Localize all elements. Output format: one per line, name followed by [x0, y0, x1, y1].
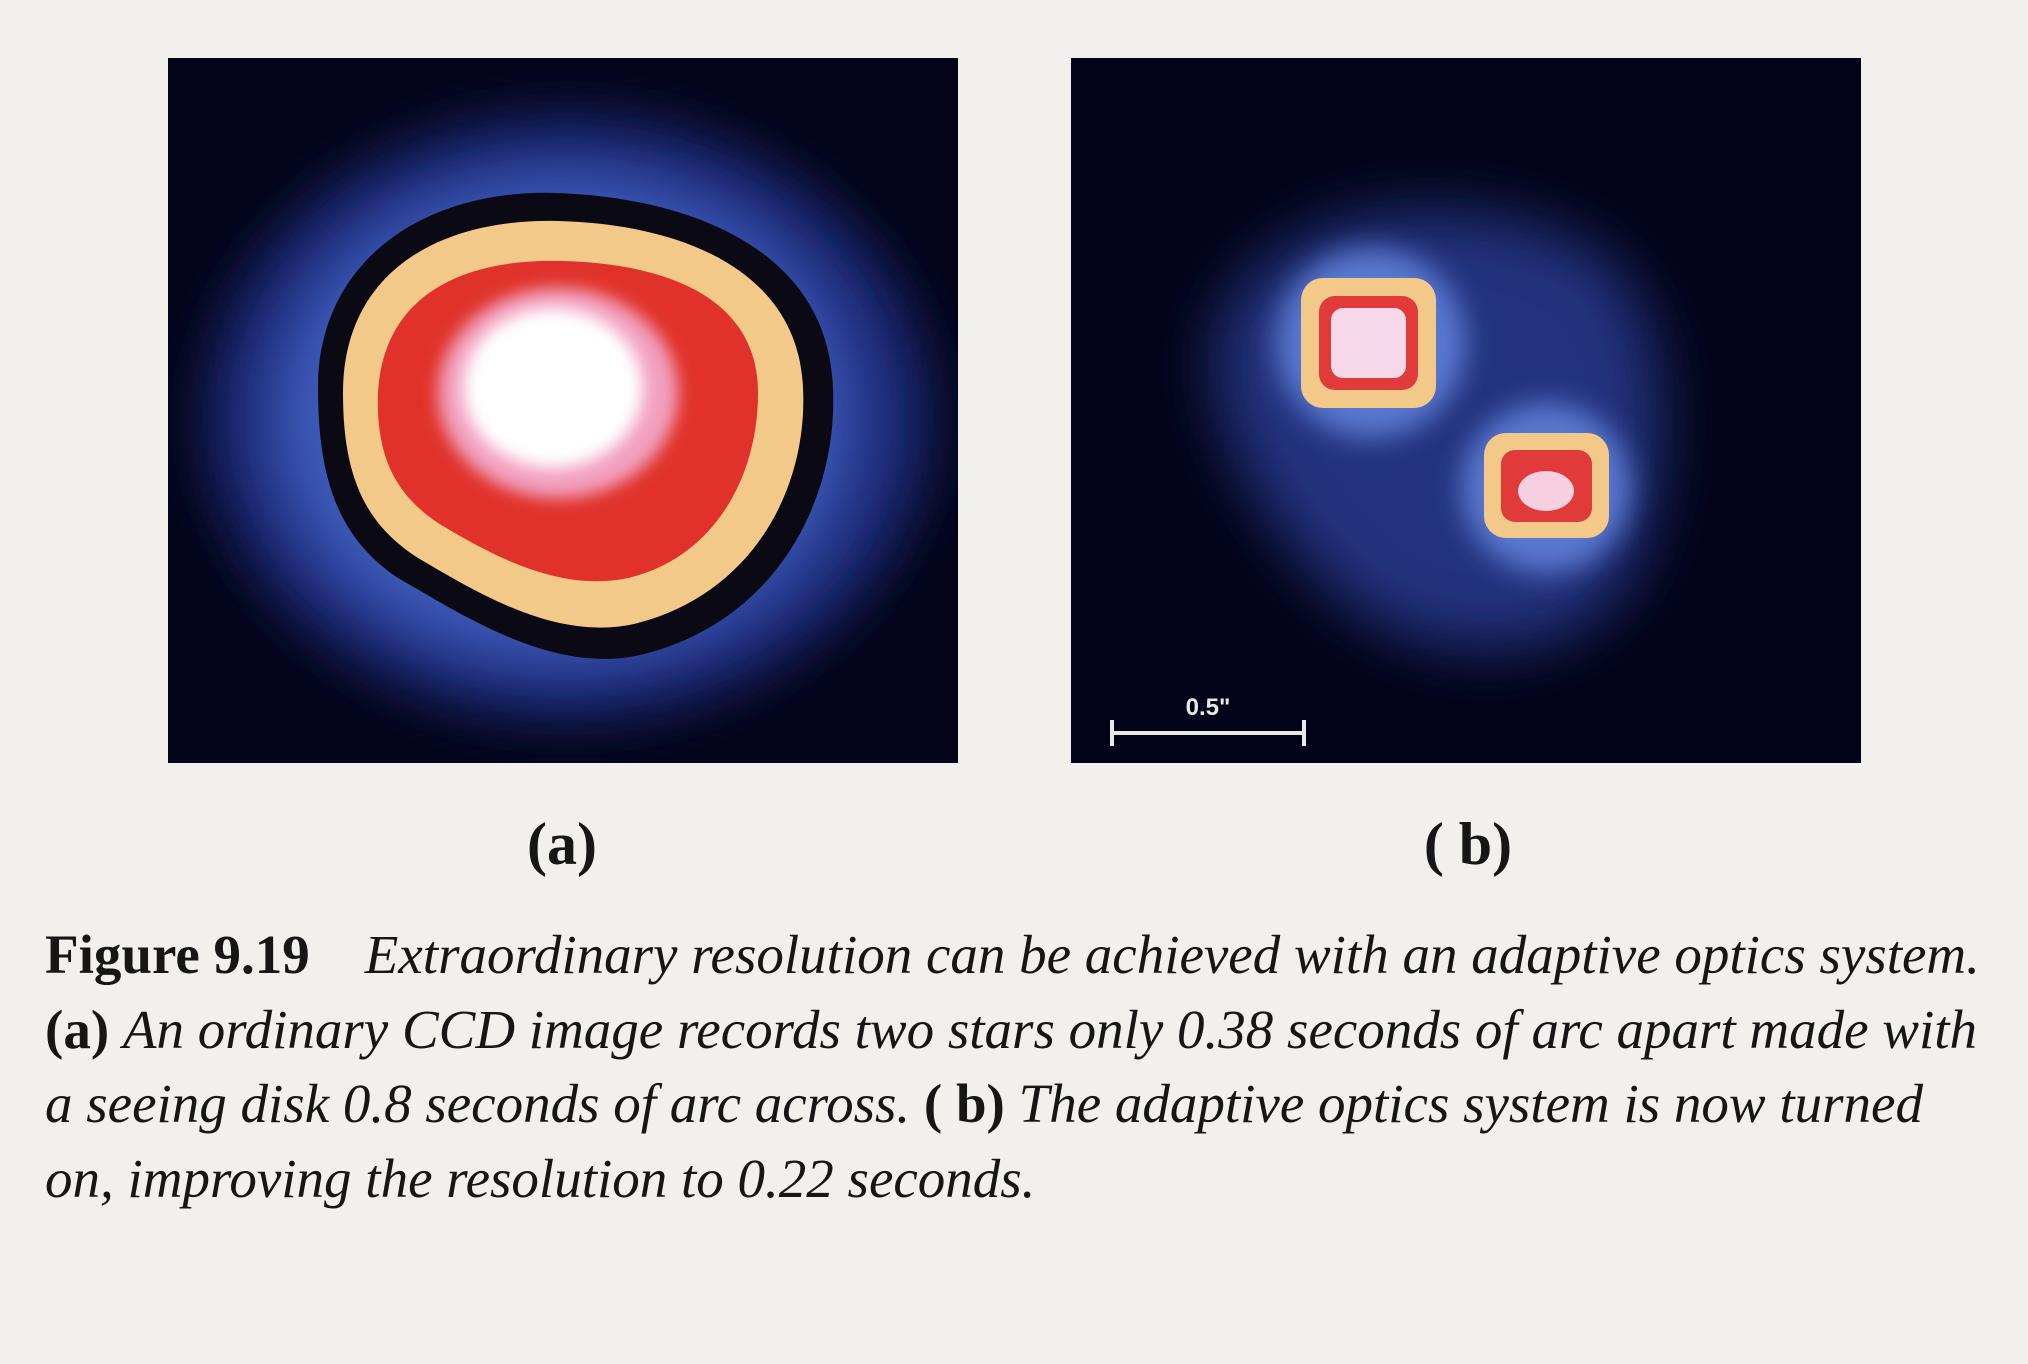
adaptive-optics-image: 0.5": [1071, 58, 1861, 763]
figure-caption: Figure 9.19 Extraordinary resolution can…: [45, 918, 2005, 1216]
panel-a-image: [168, 58, 958, 763]
caption-text: An ordinary CCD image records two stars …: [45, 998, 1978, 1135]
caption-text: Extraordinary resolution can be achieved…: [364, 924, 1980, 985]
caption-text: The adaptive optics system is now turned…: [45, 1073, 1923, 1209]
figure-number: Figure 9.19: [45, 924, 310, 985]
caption-ref: (a): [45, 998, 110, 1060]
panel-label: (a): [527, 811, 597, 877]
panel-label: ( b): [1423, 811, 1513, 877]
scale-bar-label: 0.5": [1186, 694, 1231, 721]
ccd-image: [168, 58, 958, 763]
caption-ref: ( b): [923, 1073, 1005, 1134]
panel-b-image: 0.5": [1071, 58, 1861, 763]
